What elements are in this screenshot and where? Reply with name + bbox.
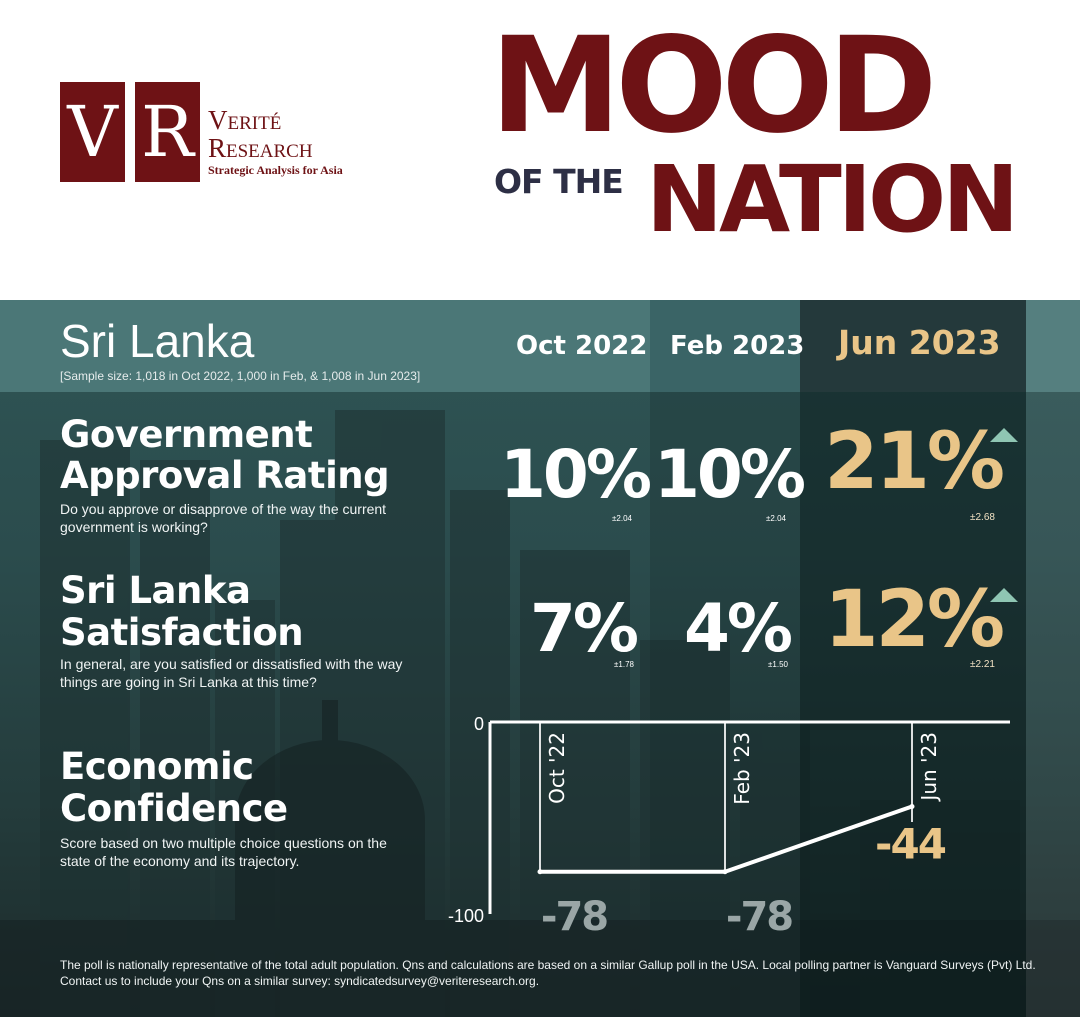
header: V R Verité Research Strategic Analysis f… — [0, 0, 1080, 300]
title-of-the: OF THE — [494, 162, 624, 201]
satisfaction-value-feb-2023: 4% — [683, 590, 793, 667]
period-oct-2022: Oct 2022 — [516, 331, 648, 361]
country-name: Sri Lanka — [60, 315, 255, 367]
logo-mark-r: R — [135, 82, 200, 182]
verite-research-logo: V R Verité Research Strategic Analysis f… — [60, 82, 360, 182]
metric-title-confidence: Confidence — [60, 787, 288, 830]
approval-value-oct-2022: 10% — [500, 436, 652, 513]
approval-triangle-up-icon — [990, 428, 1018, 442]
metric-title-economic: Economic — [60, 745, 254, 788]
metric-title-approval-rating: Approval Rating — [60, 454, 390, 497]
approval-value-jun-2023: 21% — [824, 417, 1005, 507]
column-feb-2023-header — [650, 300, 800, 392]
approval-moe-feb-2023: ±2.04 — [766, 514, 786, 523]
logo-wordmark: Verité Research Strategic Analysis for A… — [208, 106, 343, 178]
sample-size-note: [Sample size: 1,018 in Oct 2022, 1,000 i… — [60, 369, 421, 383]
metric-title-government: Government — [60, 413, 313, 456]
approval-value-feb-2023: 10% — [654, 436, 806, 513]
metric-question-approval: Do you approve or disapprove of the way … — [60, 501, 387, 535]
period-feb-2023: Feb 2023 — [670, 331, 805, 361]
satisfaction-moe-feb-2023: ±1.50 — [768, 660, 788, 669]
satisfaction-moe-jun-2023: ±2.21 — [970, 659, 995, 670]
data-panel — [0, 300, 1080, 1017]
satisfaction-value-oct-2022: 7% — [529, 590, 639, 667]
satisfaction-moe-oct-2022: ±1.78 — [614, 660, 634, 669]
footer-note: The poll is nationally representative of… — [60, 958, 1036, 988]
column-jun-2023-header — [800, 300, 1026, 392]
right-edge-strip — [1026, 300, 1080, 1017]
satisfaction-triangle-up-icon — [990, 588, 1018, 602]
satisfaction-value-jun-2023: 12% — [824, 575, 1005, 665]
column-feb-2023 — [650, 300, 800, 1017]
logo-mark-v: V — [60, 82, 125, 182]
approval-moe-jun-2023: ±2.68 — [970, 512, 995, 523]
period-jun-2023: Jun 2023 — [838, 323, 1001, 362]
title-mood: MOOD — [490, 9, 937, 163]
metric-title-sri-lanka: Sri Lanka — [60, 569, 251, 612]
approval-moe-oct-2022: ±2.04 — [612, 514, 632, 523]
title-nation: NATION — [646, 146, 1019, 253]
logo-line-research: Research — [208, 133, 313, 163]
metric-question-satisfaction: In general, are you satisfied or dissati… — [60, 656, 403, 690]
logo-tagline: Strategic Analysis for Asia — [208, 163, 343, 177]
metric-title-satisfaction: Satisfaction — [60, 611, 304, 654]
economic-description: Score based on two multiple choice quest… — [60, 835, 387, 869]
logo-line-verite: Verité — [208, 105, 282, 135]
column-jun-2023 — [800, 300, 1026, 1017]
